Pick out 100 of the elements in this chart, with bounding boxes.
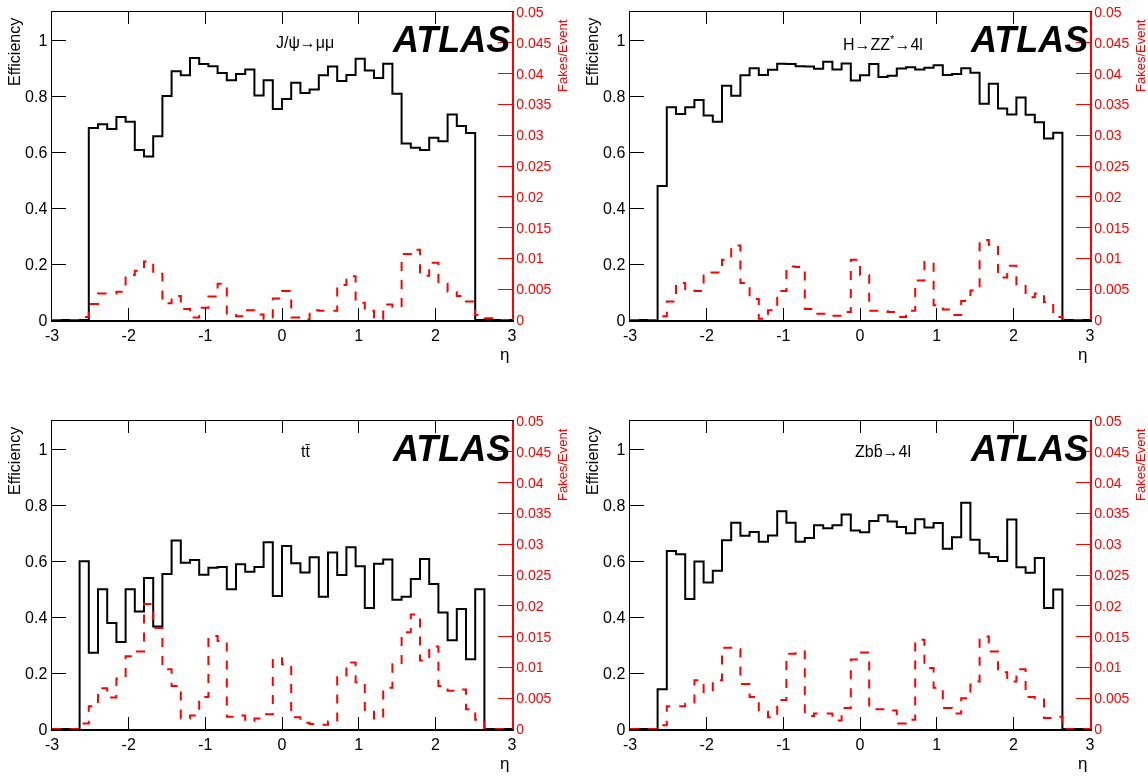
y-tick-label: 0.2 bbox=[603, 664, 626, 682]
y2-tick-label: 0.025 bbox=[516, 566, 552, 583]
x-tick-label: 0 bbox=[855, 735, 865, 753]
x-tick-label: -3 bbox=[622, 735, 638, 753]
y2-tick-label: 0 bbox=[1094, 311, 1103, 328]
y2-tick-label: 0.015 bbox=[1094, 219, 1130, 236]
y2-tick-label: 0.035 bbox=[1094, 505, 1130, 522]
annotation: ATLAS bbox=[392, 19, 511, 60]
y2-tick-label: 0.02 bbox=[1094, 188, 1122, 205]
y2-tick-label: 0.045 bbox=[1094, 34, 1130, 51]
x-axis-title: η bbox=[500, 753, 510, 773]
y-tick-label: 0.2 bbox=[25, 255, 48, 273]
y2-tick-label: 0.035 bbox=[516, 96, 552, 113]
x-tick-label: 2 bbox=[430, 735, 440, 753]
x-tick-label: -2 bbox=[699, 735, 714, 753]
y-tick-label: 1 bbox=[38, 440, 48, 458]
y-axis-title: Efficiency bbox=[6, 426, 23, 495]
y2-tick-label: 0.05 bbox=[1094, 412, 1122, 429]
x-axis-title: η bbox=[1078, 344, 1088, 364]
y2-tick-label: 0.05 bbox=[516, 412, 544, 429]
x-tick-label: -3 bbox=[622, 326, 638, 344]
y-axis-title: Efficiency bbox=[584, 426, 601, 495]
y-tick-label: 0.8 bbox=[25, 87, 48, 105]
y2-tick-label: 0.02 bbox=[1094, 597, 1122, 614]
y-tick-label: 0.2 bbox=[603, 255, 626, 273]
y2-tick-label: 0.03 bbox=[516, 536, 544, 553]
x-tick-label: 2 bbox=[430, 326, 440, 344]
x-tick-label: -2 bbox=[121, 735, 136, 753]
y2-tick-label: 0.04 bbox=[516, 474, 544, 491]
x-tick-label: -3 bbox=[44, 326, 60, 344]
y2-tick-label: 0 bbox=[516, 720, 525, 737]
y-tick-label: 1 bbox=[616, 31, 626, 49]
y-tick-label: 0 bbox=[616, 720, 626, 738]
y2-axis-title: Fakes/Event bbox=[555, 428, 570, 501]
x-tick-label: -2 bbox=[699, 326, 714, 344]
x-tick-label: 0 bbox=[855, 326, 865, 344]
x-tick-label: 3 bbox=[1085, 326, 1095, 344]
y-tick-label: 0.4 bbox=[25, 199, 48, 217]
y2-tick-label: 0.02 bbox=[516, 188, 544, 205]
y-tick-label: 1 bbox=[616, 440, 626, 458]
x-tick-label: -1 bbox=[776, 735, 791, 753]
y2-tick-label: 0.015 bbox=[1094, 628, 1130, 645]
y2-tick-label: 0.05 bbox=[1094, 3, 1122, 20]
x-tick-label: 1 bbox=[932, 735, 942, 753]
y2-tick-label: 0.035 bbox=[1094, 96, 1130, 113]
x-tick-label: 3 bbox=[507, 326, 517, 344]
y-tick-label: 0.8 bbox=[25, 496, 48, 514]
y2-tick-label: 0.015 bbox=[516, 219, 552, 236]
y-tick-label: 0 bbox=[38, 720, 48, 738]
annotation: tt̄ bbox=[301, 443, 311, 460]
y2-tick-label: 0.04 bbox=[1094, 65, 1122, 82]
y2-tick-label: 0.03 bbox=[1094, 127, 1122, 144]
x-tick-label: -1 bbox=[198, 326, 213, 344]
x-axis-title: η bbox=[500, 344, 510, 364]
y2-tick-label: 0 bbox=[1094, 720, 1103, 737]
x-tick-label: -1 bbox=[776, 326, 791, 344]
x-tick-label: 3 bbox=[507, 735, 517, 753]
y2-tick-label: 0.04 bbox=[516, 65, 544, 82]
annotation: ATLAS bbox=[970, 428, 1089, 469]
y2-tick-label: 0.045 bbox=[516, 443, 552, 460]
y2-tick-label: 0.02 bbox=[516, 597, 544, 614]
annotation: J/ψ→μμ bbox=[276, 34, 335, 51]
y-tick-label: 1 bbox=[38, 31, 48, 49]
y-axis-title: Efficiency bbox=[6, 17, 23, 86]
x-tick-label: 2 bbox=[1008, 735, 1018, 753]
y2-tick-label: 0.03 bbox=[516, 127, 544, 144]
y-tick-label: 0.6 bbox=[603, 143, 626, 161]
y-axis-title: Efficiency bbox=[584, 17, 601, 86]
x-tick-label: 1 bbox=[354, 735, 364, 753]
y2-axis-title: Fakes/Event bbox=[1133, 428, 1148, 501]
x-tick-label: -1 bbox=[198, 735, 213, 753]
y-tick-label: 0.4 bbox=[603, 608, 626, 626]
y2-tick-label: 0.005 bbox=[516, 690, 552, 707]
x-axis-title: η bbox=[1078, 753, 1088, 773]
x-tick-label: 1 bbox=[354, 326, 364, 344]
annotation: H→ZZ$^{*}$→4l bbox=[843, 33, 923, 53]
y2-tick-label: 0.045 bbox=[1094, 443, 1130, 460]
y2-tick-label: 0.035 bbox=[516, 505, 552, 522]
y2-tick-label: 0.01 bbox=[1094, 250, 1122, 267]
y2-tick-label: 0.015 bbox=[516, 628, 552, 645]
y-tick-label: 0.6 bbox=[25, 143, 48, 161]
y2-tick-label: 0.005 bbox=[1094, 281, 1130, 298]
y2-tick-label: 0.005 bbox=[516, 281, 552, 298]
x-tick-label: 0 bbox=[277, 326, 287, 344]
y-tick-label: 0.4 bbox=[603, 199, 626, 217]
y2-axis-title: Fakes/Event bbox=[1133, 19, 1148, 92]
y2-tick-label: 0.025 bbox=[516, 157, 552, 174]
y-tick-label: 0 bbox=[38, 311, 48, 329]
y2-tick-label: 0.01 bbox=[516, 250, 544, 267]
y2-tick-label: 0.03 bbox=[1094, 536, 1122, 553]
y-tick-label: 0.4 bbox=[25, 608, 48, 626]
x-tick-label: 1 bbox=[932, 326, 942, 344]
y2-tick-label: 0.005 bbox=[1094, 690, 1130, 707]
y2-tick-label: 0.01 bbox=[516, 659, 544, 676]
y2-tick-label: 0.025 bbox=[1094, 157, 1130, 174]
annotation: Zbb̄→4l bbox=[855, 443, 912, 460]
y2-tick-label: 0.05 bbox=[516, 3, 544, 20]
y2-tick-label: 0.01 bbox=[1094, 659, 1122, 676]
y2-axis-title: Fakes/Event bbox=[555, 19, 570, 92]
y-tick-label: 0.8 bbox=[603, 496, 626, 514]
